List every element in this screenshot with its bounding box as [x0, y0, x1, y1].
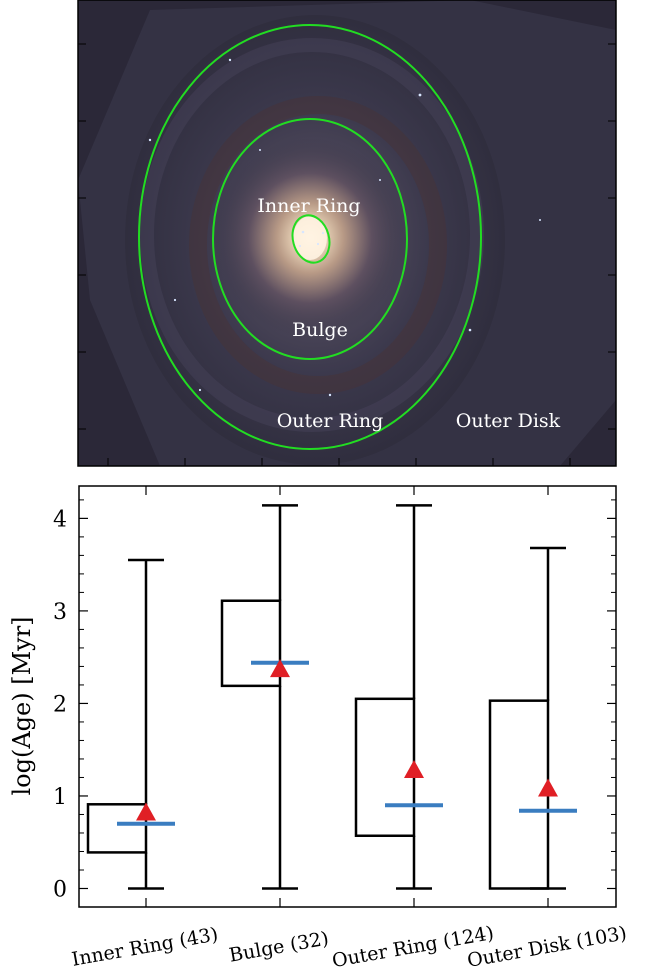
label-outer-disk: Outer Disk	[456, 410, 561, 432]
core-bright	[293, 216, 327, 260]
image-frame-ticks	[78, 43, 616, 466]
mean-marker	[136, 802, 156, 821]
galaxy-image-panel: Inner Ring Bulge Outer Ring Outer Disk	[77, 0, 617, 467]
mean-marker	[270, 659, 290, 678]
label-inner-ring: Inner Ring	[257, 195, 360, 217]
foreground-stars	[148, 58, 541, 397]
dust-lane	[140, 38, 484, 432]
iqr-box	[86, 803, 148, 854]
iqr-box	[354, 697, 416, 838]
mean-marker	[538, 778, 558, 797]
y-tick-label: 4	[53, 507, 67, 532]
image-frame	[77, 0, 617, 467]
iqr-box	[220, 599, 282, 688]
plot-frame	[78, 485, 617, 908]
inner-ring-ellipse	[291, 214, 331, 264]
y-axis-label: log(Age) [Myr]	[8, 616, 36, 795]
x-tick-label: Inner Ring (43)	[70, 923, 220, 970]
label-outer-ring: Outer Ring	[277, 410, 384, 432]
label-bulge: Bulge	[292, 319, 348, 341]
y-tick-label: 1	[53, 785, 67, 810]
y-tick-label: 0	[53, 877, 67, 902]
dust-lane	[189, 96, 447, 394]
outer-ring-ellipse	[138, 24, 482, 450]
bulge-ellipse	[212, 118, 408, 360]
x-tick-label: Bulge (32)	[227, 928, 330, 967]
y-tick-label: 2	[53, 692, 67, 717]
mean-marker	[404, 759, 424, 778]
y-tick-label: 3	[53, 600, 67, 625]
